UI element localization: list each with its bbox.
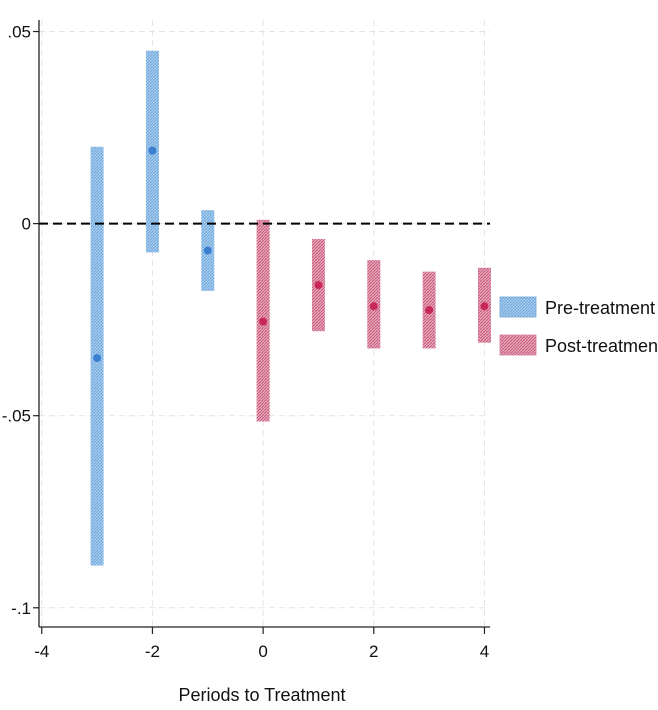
legend-label: Pre-treatment bbox=[545, 298, 655, 318]
point-estimate bbox=[259, 317, 268, 326]
x-axis-label: Periods to Treatment bbox=[178, 685, 345, 705]
x-tick-label: -4 bbox=[34, 642, 49, 661]
point-estimate bbox=[425, 306, 434, 315]
x-ticks: -4 -2 0 2 4 bbox=[34, 627, 489, 661]
legend-label: Post-treatment bbox=[545, 336, 658, 356]
x-tick-label: 2 bbox=[369, 642, 378, 661]
point-estimate bbox=[480, 302, 489, 311]
legend-swatch bbox=[499, 334, 537, 356]
legend-swatch bbox=[499, 296, 537, 318]
legend: Pre-treatment Post-treatment bbox=[499, 296, 658, 356]
point-estimate bbox=[314, 281, 323, 290]
point-estimate bbox=[369, 302, 378, 311]
point-estimate bbox=[93, 354, 102, 363]
x-tick-label: -2 bbox=[145, 642, 160, 661]
y-ticks: .05 0 -.05 -.1 bbox=[2, 23, 39, 618]
x-tick-label: 0 bbox=[258, 642, 267, 661]
point-estimate bbox=[148, 146, 157, 155]
y-tick-label: 0 bbox=[22, 215, 31, 234]
y-tick-label: -.1 bbox=[11, 599, 31, 618]
point-estimates bbox=[93, 146, 489, 363]
y-tick-label: .05 bbox=[7, 23, 31, 42]
point-estimate bbox=[203, 246, 212, 255]
y-tick-label: -.05 bbox=[2, 407, 31, 426]
x-tick-label: 4 bbox=[480, 642, 489, 661]
